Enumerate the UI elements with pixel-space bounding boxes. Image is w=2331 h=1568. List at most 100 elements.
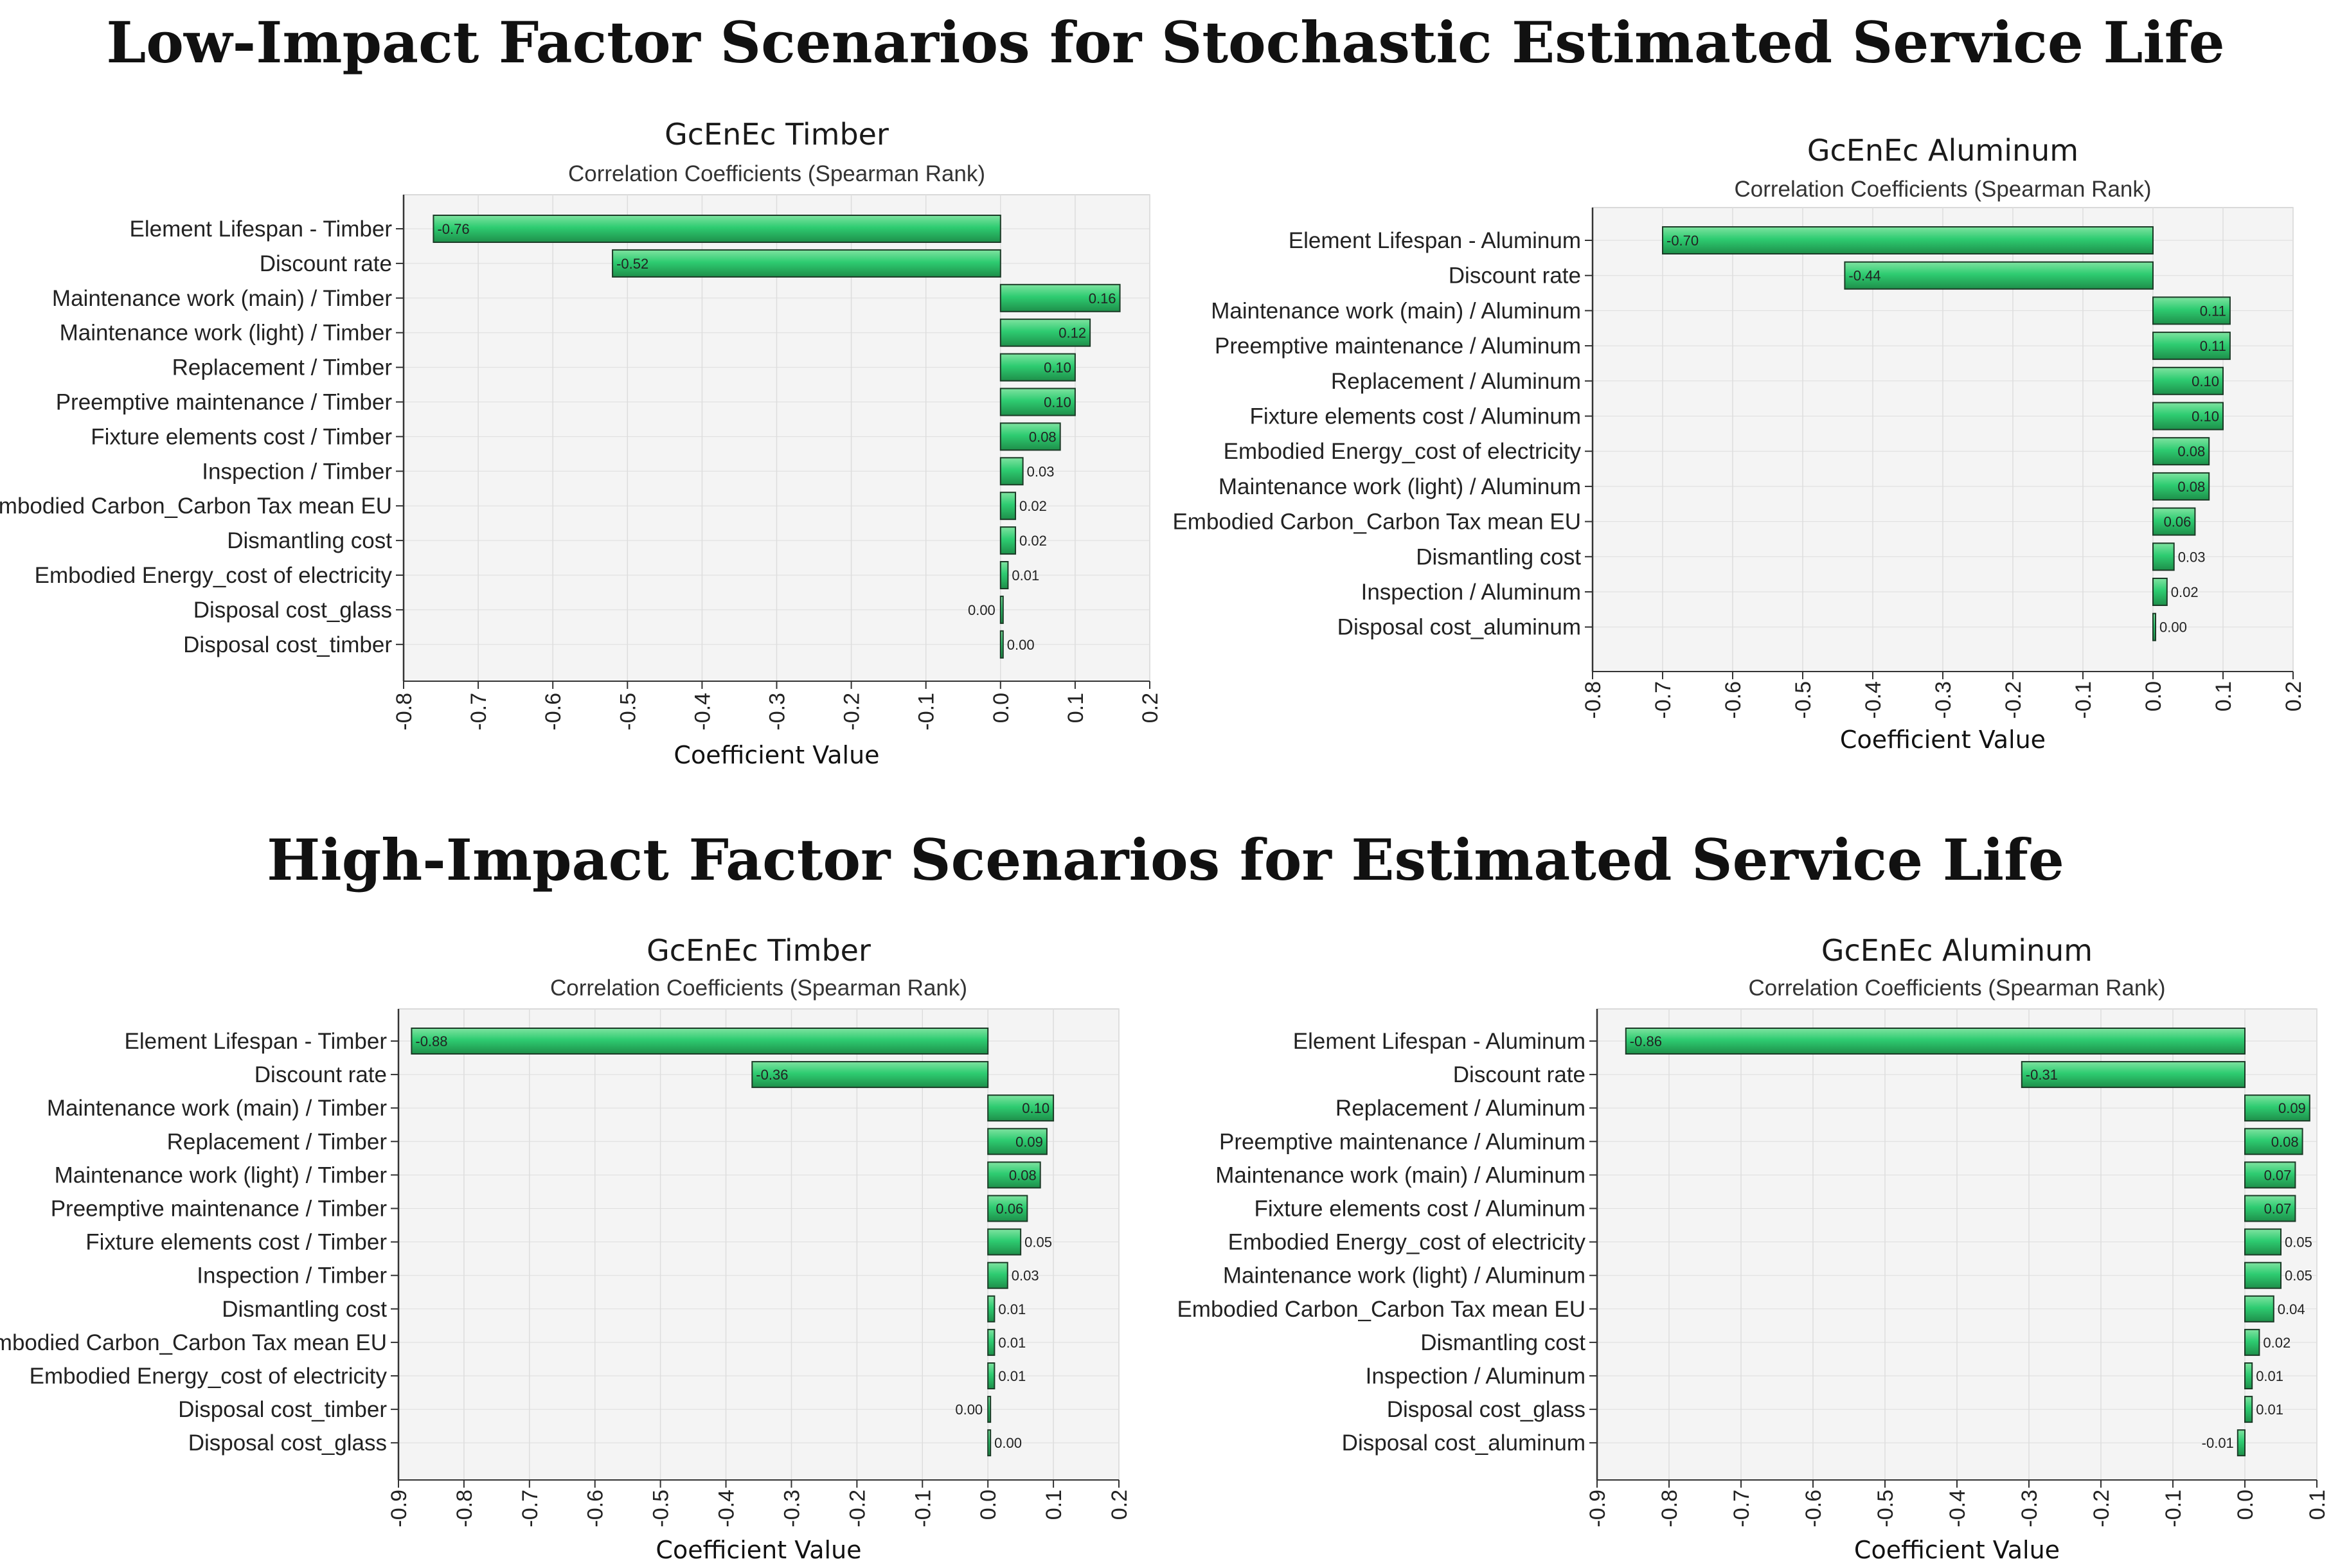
category-label: Element Lifespan - Timber — [129, 217, 392, 242]
x-tick-label: 0.0 — [976, 1490, 1001, 1520]
x-tick-label: -0.7 — [1651, 681, 1675, 719]
x-tick-label: -0.3 — [765, 693, 790, 731]
x-tick-label: -0.9 — [387, 1490, 411, 1528]
value-label: 0.01 — [998, 1301, 1026, 1317]
x-tick-label: -0.1 — [2071, 681, 2096, 719]
category-label: Maintenance work (light) / Aluminum — [1223, 1263, 1585, 1288]
category-label: Embodied Energy_cost of electricity — [1224, 439, 1582, 464]
x-tick-label: -0.5 — [1791, 681, 1816, 719]
bar — [999, 353, 1076, 382]
category-label: Discount rate — [1449, 263, 1581, 289]
value-label: 0.00 — [955, 1402, 983, 1418]
category-label: Preemptive maintenance / Timber — [56, 390, 393, 415]
category-label: Disposal cost_aluminum — [1342, 1430, 1585, 1456]
x-tick-label: -0.4 — [715, 1490, 739, 1528]
value-label: 0.03 — [1027, 463, 1055, 479]
category-label: Maintenance work (main) / Aluminum — [1215, 1163, 1585, 1188]
value-label: 0.08 — [1009, 1167, 1037, 1183]
chart-subtitle: Correlation Coefficients (Spearman Rank) — [1734, 177, 2151, 202]
category-label: Disposal cost_glass — [188, 1430, 387, 1456]
category-label: Disposal cost_timber — [178, 1397, 387, 1422]
bar — [2244, 1094, 2310, 1122]
chart-title: GcEnEc Timber — [665, 117, 889, 152]
category-label: Dismantling cost — [222, 1297, 387, 1322]
category-label: Element Lifespan - Aluminum — [1289, 228, 1581, 253]
bar — [987, 1396, 992, 1423]
category-label: Embodied Energy_cost of electricity — [30, 1364, 388, 1389]
value-label: 0.10 — [1044, 360, 1071, 376]
bar — [2244, 1328, 2260, 1356]
x-tick-label: 0.2 — [1107, 1490, 1132, 1520]
value-label: 0.01 — [1012, 567, 1039, 584]
chart-subtitle: Correlation Coefficients (Spearman Rank) — [1748, 976, 2165, 1001]
bar — [433, 215, 1001, 243]
category-label: Embodied Carbon_Carbon Tax mean EU — [0, 494, 392, 519]
category-label: Dismantling cost — [1420, 1330, 1585, 1355]
value-label: 0.00 — [1007, 637, 1035, 653]
x-tick-label: 0.0 — [2141, 681, 2166, 711]
bar — [1844, 261, 2154, 290]
category-label: Inspection / Timber — [197, 1263, 387, 1288]
bar — [2237, 1429, 2246, 1457]
value-label: 0.11 — [2200, 338, 2226, 354]
bar — [987, 1228, 1022, 1256]
category-label: Maintenance work (light) / Timber — [60, 321, 393, 346]
value-label: 0.02 — [2263, 1335, 2291, 1351]
value-label: -0.01 — [2202, 1435, 2234, 1451]
bar — [751, 1061, 989, 1089]
value-label: 0.01 — [998, 1335, 1026, 1351]
bar — [987, 1261, 1008, 1289]
value-label: 0.09 — [2278, 1100, 2306, 1116]
value-label: -0.36 — [756, 1067, 788, 1083]
x-tick-label: -0.7 — [1729, 1490, 1754, 1528]
category-label: Discount rate — [255, 1062, 387, 1087]
x-tick-label: 0.1 — [2305, 1490, 2330, 1520]
bar — [2152, 296, 2231, 325]
x-tick-label: -0.2 — [845, 1490, 870, 1528]
x-tick-label: -0.1 — [915, 693, 939, 731]
category-label: Maintenance work (light) / Timber — [55, 1163, 388, 1188]
value-label: 0.12 — [1058, 325, 1086, 341]
category-label: Disposal cost_glass — [193, 598, 392, 623]
x-tick-label: -0.6 — [1801, 1490, 1826, 1528]
value-label: 0.10 — [2192, 373, 2219, 389]
category-label: Element Lifespan - Timber — [124, 1029, 387, 1054]
value-label: 0.08 — [2177, 443, 2205, 459]
bar — [2152, 472, 2210, 501]
category-label: Inspection / Aluminum — [1366, 1364, 1585, 1389]
chart-4: -0.9 -0.8 -0.7 -0.6 -0.5 -0.4 -0.3 -0.2 -0.1 0.0 0… — [1177, 933, 2330, 1564]
bar — [987, 1094, 1055, 1122]
x-tick-label: -0.8 — [452, 1490, 477, 1528]
bar — [987, 1128, 1048, 1155]
x-tick-label: -0.3 — [1931, 681, 1956, 719]
bar — [2244, 1362, 2253, 1389]
category-label: Replacement / Timber — [167, 1129, 388, 1154]
value-label: 0.00 — [968, 602, 996, 618]
bar — [987, 1161, 1041, 1189]
bar — [999, 388, 1076, 416]
bar — [2152, 612, 2156, 641]
bar — [2244, 1396, 2253, 1423]
value-label: 0.01 — [2256, 1368, 2283, 1384]
x-tick-label: -0.5 — [649, 1490, 674, 1528]
x-tick-label: -0.5 — [616, 693, 640, 731]
x-tick-label: 0.2 — [1138, 693, 1163, 723]
bar — [987, 1429, 992, 1457]
value-label: 0.03 — [1012, 1268, 1039, 1284]
bar — [411, 1028, 989, 1055]
category-label: Maintenance work (main) / Timber — [47, 1096, 387, 1121]
category-label: Embodied Carbon_Carbon Tax mean EU — [1172, 510, 1581, 535]
value-label: -0.88 — [415, 1033, 447, 1049]
value-label: 0.02 — [1019, 498, 1047, 514]
bar — [2244, 1128, 2303, 1155]
value-label: 0.10 — [1022, 1100, 1049, 1116]
bar — [2152, 437, 2210, 466]
category-label: Fixture elements cost / Timber — [85, 1230, 387, 1255]
low-impact-section-title: Low-Impact Factor Scenarios for Stochast… — [106, 9, 2225, 76]
value-label: -0.86 — [1630, 1033, 1662, 1049]
x-tick-label: -0.6 — [1721, 681, 1746, 719]
category-label: Embodied Carbon_Carbon Tax mean EU — [0, 1330, 387, 1355]
value-label: -0.76 — [437, 221, 469, 237]
value-label: 0.09 — [1015, 1134, 1043, 1150]
category-label: Maintenance work (main) / Aluminum — [1211, 298, 1581, 323]
